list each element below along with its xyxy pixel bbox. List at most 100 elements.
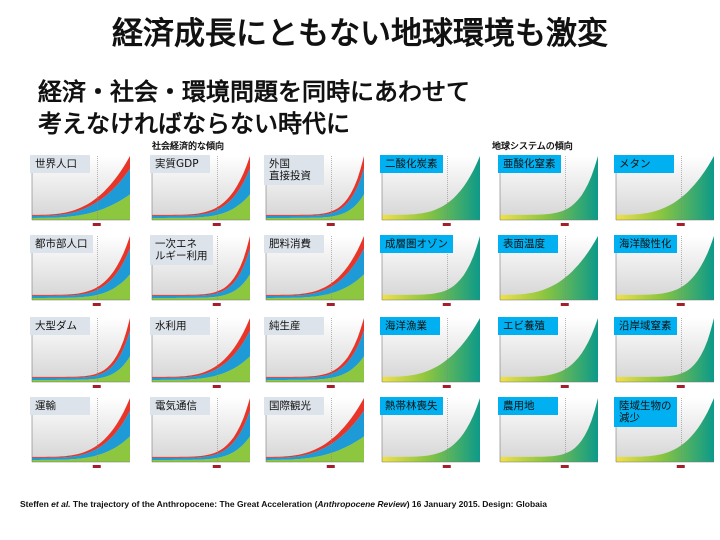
section-earth-heading: 地球システムの傾向 bbox=[492, 142, 573, 152]
series-area-green bbox=[152, 194, 250, 220]
chart-label: 水利用 bbox=[150, 317, 210, 335]
chart-label: 沿岸域窒素 bbox=[614, 317, 677, 335]
chart-label: 都市部人口 bbox=[30, 235, 93, 253]
year-badge-1950 bbox=[212, 465, 221, 468]
series-area bbox=[616, 156, 714, 220]
year-badge-1950 bbox=[560, 303, 569, 306]
series-area-green bbox=[266, 194, 364, 220]
year-badge-1950 bbox=[92, 385, 101, 388]
year-badge-1950 bbox=[676, 303, 685, 306]
section-socio-heading: 社会経済的な傾向 bbox=[152, 142, 225, 152]
chart-label: 陸域生物の 減少 bbox=[614, 397, 677, 427]
series-area-red bbox=[152, 318, 250, 378]
mini-chart: 都市部人口 bbox=[22, 230, 134, 310]
year-badge-1950 bbox=[676, 223, 685, 226]
year-badge-1950 bbox=[92, 223, 101, 226]
series-area bbox=[500, 318, 598, 382]
chart-label: 海洋漁業 bbox=[380, 317, 440, 335]
citation: Steffen et al. The trajectory of the Ant… bbox=[20, 499, 547, 509]
mini-chart: 運輸 bbox=[22, 392, 134, 472]
subtitle-line-2: 考えなければならない時代に bbox=[38, 110, 350, 138]
series-area-red bbox=[152, 156, 250, 216]
mini-chart: 熱帯林喪失 bbox=[372, 392, 484, 472]
chart-label: 亜酸化窒素 bbox=[498, 155, 561, 173]
series-area-green bbox=[32, 194, 130, 220]
year-badge-1950 bbox=[326, 303, 335, 306]
series-area bbox=[616, 398, 714, 462]
chart-label: 世界人口 bbox=[30, 155, 90, 173]
series-area-green bbox=[266, 436, 364, 462]
mini-chart: 沿岸域窒素 bbox=[606, 312, 718, 392]
series-area-blue bbox=[32, 410, 130, 460]
series-area-green bbox=[266, 274, 364, 300]
chart-label: 国際観光 bbox=[264, 397, 324, 415]
series-area-green bbox=[152, 436, 250, 462]
series-area bbox=[382, 236, 480, 300]
series-area-blue bbox=[266, 410, 364, 460]
series-area bbox=[500, 398, 598, 462]
year-badge-1950 bbox=[212, 303, 221, 306]
year-badge-1950 bbox=[442, 303, 451, 306]
year-badge-1950 bbox=[442, 465, 451, 468]
chart-label: 純生産 bbox=[264, 317, 324, 335]
chart-label: 熱帯林喪失 bbox=[380, 397, 443, 415]
year-badge-1950 bbox=[92, 465, 101, 468]
series-area-green bbox=[32, 356, 130, 382]
mini-chart: 海洋酸性化 bbox=[606, 230, 718, 310]
series-area bbox=[616, 318, 714, 382]
mini-chart: 外国 直接投資 bbox=[256, 150, 368, 230]
series-area-red bbox=[32, 236, 130, 296]
chart-label: 海洋酸性化 bbox=[614, 235, 677, 253]
series-area-red bbox=[266, 236, 364, 296]
mini-chart: 成層圏オゾン bbox=[372, 230, 484, 310]
year-badge-1950 bbox=[92, 303, 101, 306]
year-badge-1950 bbox=[326, 223, 335, 226]
year-badge-1950 bbox=[560, 385, 569, 388]
chart-label: メタン bbox=[614, 155, 674, 173]
mini-chart: エビ養殖 bbox=[490, 312, 602, 392]
chart-label: 成層圏オゾン bbox=[380, 235, 453, 253]
mini-chart: メタン bbox=[606, 150, 718, 230]
chart-label: 農用地 bbox=[498, 397, 558, 415]
year-badge-1950 bbox=[326, 385, 335, 388]
mini-chart: 表面温度 bbox=[490, 230, 602, 310]
series-area-red bbox=[32, 156, 130, 216]
year-badge-1950 bbox=[560, 465, 569, 468]
series-area-blue bbox=[32, 168, 130, 218]
year-badge-1950 bbox=[212, 385, 221, 388]
series-area-blue bbox=[152, 168, 250, 218]
slide-title: 経済成長にともない地球環境も激変 bbox=[112, 16, 608, 52]
mini-chart: 海洋漁業 bbox=[372, 312, 484, 392]
chart-label: 運輸 bbox=[30, 397, 90, 415]
chart-label: 外国 直接投資 bbox=[264, 155, 324, 185]
mini-chart: 電気通信 bbox=[142, 392, 254, 472]
series-area-red bbox=[266, 398, 364, 458]
chart-label: 実質GDP bbox=[150, 155, 210, 173]
series-area bbox=[500, 236, 598, 300]
chart-label: 二酸化炭素 bbox=[380, 155, 443, 173]
mini-chart: 純生産 bbox=[256, 312, 368, 392]
mini-chart: 国際観光 bbox=[256, 392, 368, 472]
year-badge-1950 bbox=[560, 223, 569, 226]
year-badge-1950 bbox=[676, 385, 685, 388]
series-area bbox=[500, 156, 598, 220]
series-area-green bbox=[32, 436, 130, 462]
subtitle-line-1: 経済・社会・環境問題を同時にあわせて bbox=[38, 78, 470, 106]
year-badge-1950 bbox=[326, 465, 335, 468]
mini-chart: 世界人口 bbox=[22, 150, 134, 230]
series-area-blue bbox=[266, 248, 364, 298]
mini-chart: 亜酸化窒素 bbox=[490, 150, 602, 230]
year-badge-1950 bbox=[676, 465, 685, 468]
chart-label: 大型ダム bbox=[30, 317, 90, 335]
mini-chart: 肥料消費 bbox=[256, 230, 368, 310]
series-area bbox=[382, 156, 480, 220]
year-badge-1950 bbox=[442, 385, 451, 388]
chart-label: 表面温度 bbox=[498, 235, 558, 253]
mini-chart: 大型ダム bbox=[22, 312, 134, 392]
chart-label: 一次エネ ルギー利用 bbox=[150, 235, 213, 265]
mini-chart: 農用地 bbox=[490, 392, 602, 472]
series-area-green bbox=[32, 274, 130, 300]
mini-chart: 水利用 bbox=[142, 312, 254, 392]
chart-label: 電気通信 bbox=[150, 397, 210, 415]
